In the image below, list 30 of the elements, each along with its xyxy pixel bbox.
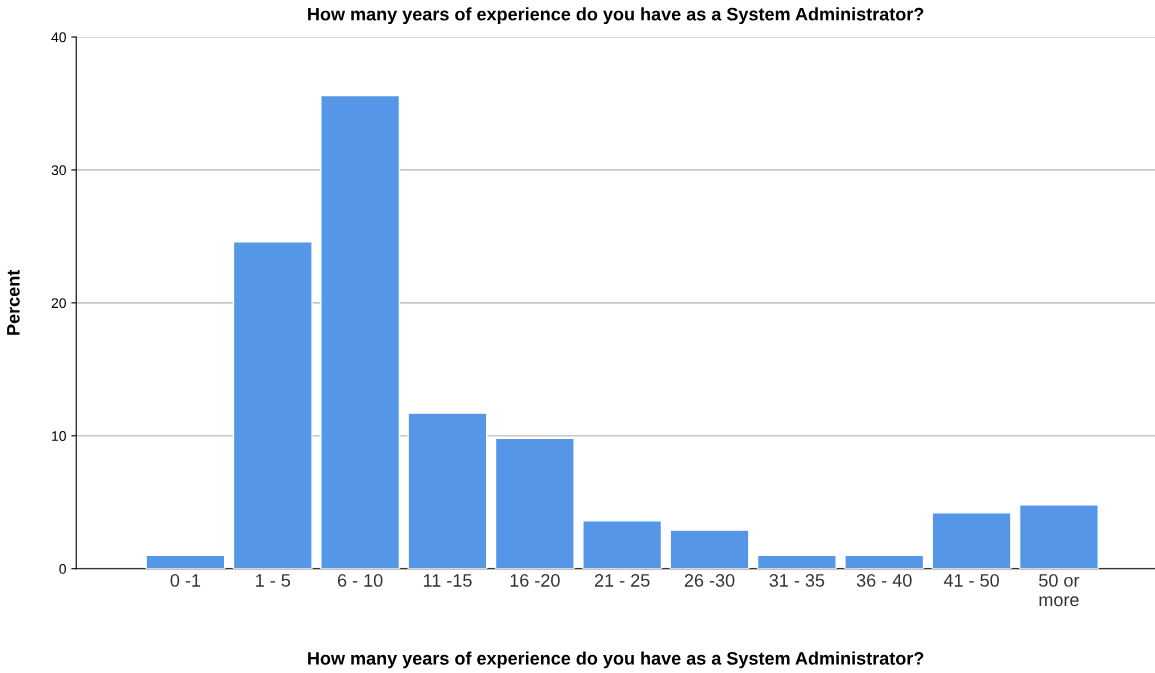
x-tick-label: 16 -20 bbox=[510, 574, 560, 587]
y-tick-label: 20 bbox=[51, 298, 66, 309]
chart-title: How many years of experience do you have as a System Administrator? bbox=[308, 7, 924, 25]
bar bbox=[145, 554, 226, 569]
y-tick-label: 40 bbox=[51, 32, 66, 43]
bar bbox=[232, 241, 313, 569]
bar bbox=[1018, 504, 1099, 569]
y-tick-label: 30 bbox=[51, 165, 66, 176]
x-axis-title: How many years of experience do you have as a System Administrator? bbox=[308, 651, 924, 669]
x-tick-label: 31 - 35 bbox=[769, 574, 825, 587]
x-tick-label: 36 - 40 bbox=[856, 574, 912, 587]
x-tick-label: 41 - 50 bbox=[943, 574, 999, 587]
y-tick-label: 10 bbox=[52, 431, 66, 441]
bar bbox=[669, 529, 750, 569]
bar bbox=[582, 520, 663, 569]
x-tick-label: 0 -1 bbox=[170, 574, 201, 587]
bar bbox=[844, 554, 925, 569]
bar bbox=[407, 412, 488, 569]
x-tick-label: 6 - 10 bbox=[337, 574, 383, 587]
bar bbox=[494, 437, 575, 569]
bar bbox=[320, 94, 401, 569]
x-tick-label: 11 -15 bbox=[423, 574, 472, 587]
y-tick-label: 0 bbox=[59, 564, 66, 574]
y-axis-title: Percent bbox=[7, 269, 20, 335]
bar bbox=[931, 512, 1012, 569]
x-tick-label: 1 - 5 bbox=[256, 574, 291, 587]
x-tick-label: 50 or more bbox=[1039, 574, 1080, 607]
bar bbox=[756, 554, 837, 569]
x-tick-label: 26 -30 bbox=[684, 574, 735, 587]
x-tick-label: 21 - 25 bbox=[594, 574, 650, 587]
